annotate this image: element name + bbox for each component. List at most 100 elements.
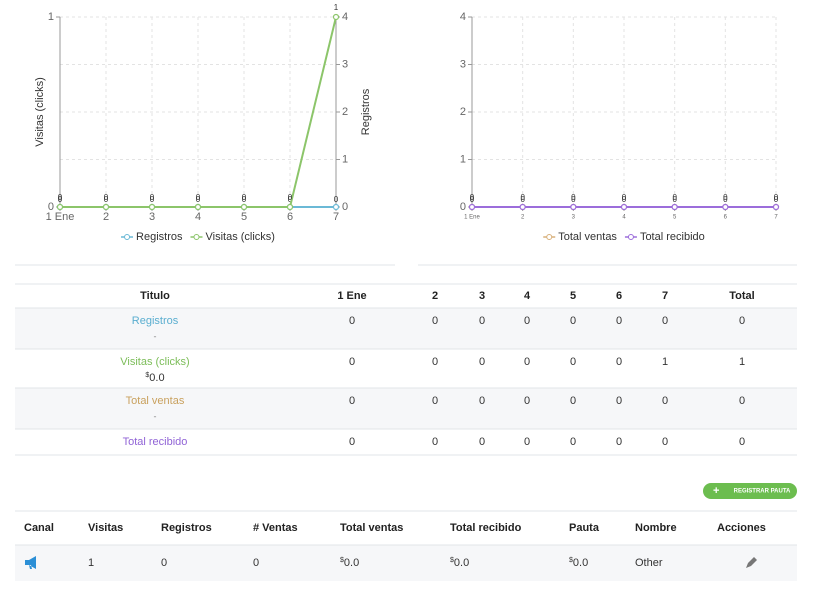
legend-marker (546, 234, 553, 240)
data-label: 0 (672, 195, 677, 204)
cell: 0 (524, 436, 530, 448)
cell: 0 (616, 395, 622, 407)
x-tick-label: 5 (673, 215, 677, 221)
x-tick-label: 2 (521, 215, 525, 221)
data-point (570, 203, 577, 211)
column-header: 6 (616, 290, 622, 302)
column-header: Pauta (569, 522, 600, 534)
cell: 0 (524, 395, 530, 407)
data-label: 1 (334, 3, 339, 12)
x-tick-label: 3 (572, 215, 576, 221)
data-label: 0 (470, 193, 475, 202)
register-button[interactable] (703, 483, 797, 499)
x-tick-label: 6 (724, 215, 728, 221)
legend: Total ventas Total recibido (543, 231, 705, 243)
money: $0.0 (569, 557, 588, 569)
cell: 1 (88, 557, 94, 569)
currency: $ (450, 557, 454, 564)
cell: 0 (161, 557, 167, 569)
x-tick-label: 7 (333, 211, 339, 223)
data-label: 0 (571, 195, 576, 204)
column-header: Total (729, 290, 754, 302)
data-label: 0 (58, 193, 63, 202)
money: $0.0 (340, 557, 359, 569)
cell: 0 (479, 395, 485, 407)
amount: 0.0 (454, 557, 469, 569)
data-label: 0 (622, 193, 627, 202)
column-header: Registros (161, 522, 212, 534)
cell: 0 (570, 315, 576, 327)
data-point (332, 203, 340, 211)
legend-label: Visitas (clicks) (205, 231, 274, 243)
money: $0.0 (450, 557, 469, 569)
cell: 0 (432, 315, 438, 327)
data-label: 0 (672, 193, 677, 202)
row-note: - (154, 411, 157, 421)
cell: 0 (253, 557, 259, 569)
column-header: Acciones (717, 522, 766, 534)
row-bg (15, 429, 797, 455)
cell: 0 (349, 315, 355, 327)
y-tick-label: 0 (460, 201, 466, 213)
legend-label: Total recibido (640, 231, 705, 243)
row-title: Total recibido (123, 436, 188, 448)
row-bg (15, 308, 797, 349)
legend-label: Registros (136, 231, 183, 243)
y-tick-label: 0 (48, 201, 54, 213)
cell: 0 (349, 356, 355, 368)
currency: $ (145, 372, 149, 379)
cell: 0 (349, 436, 355, 448)
x-tick-label: 1 Ene (46, 211, 75, 223)
data-label: 0 (520, 195, 525, 204)
cell: 0 (524, 356, 530, 368)
plus-icon: + (713, 485, 719, 497)
y-tick-label: 1 (460, 153, 466, 165)
data-label: 0 (723, 193, 728, 202)
cell: 0 (739, 315, 745, 327)
x-tick-label: 4 (622, 215, 626, 221)
y2-tick-label: 4 (342, 11, 348, 23)
data-point (620, 203, 628, 211)
cell: 0 (739, 395, 745, 407)
data-point (148, 203, 156, 211)
data-label: 0 (104, 193, 109, 202)
y2-tick-label: 0 (342, 201, 348, 213)
data-label: 0 (470, 195, 475, 204)
data-label: 0 (571, 193, 576, 202)
row-title: Total ventas (126, 395, 185, 407)
row-bg (15, 545, 797, 581)
column-header: 3 (479, 290, 485, 302)
legend-marker (124, 234, 131, 240)
legend-label: Total ventas (558, 231, 617, 243)
cell: 0 (479, 436, 485, 448)
column-header: Total ventas (340, 522, 403, 534)
data-point (286, 203, 294, 211)
row-bg (15, 349, 797, 388)
data-point (772, 203, 780, 211)
data-point (102, 203, 110, 211)
currency: $ (569, 557, 573, 564)
cell: 0 (616, 315, 622, 327)
column-header: 7 (662, 290, 668, 302)
x-tick-label: 4 (195, 211, 201, 223)
data-label: 0 (774, 193, 779, 202)
row-title: Visitas (clicks) (120, 356, 189, 368)
data-label: 0 (242, 193, 247, 202)
cell: 0 (479, 315, 485, 327)
x-tick-label: 7 (774, 215, 778, 221)
data-label: 0 (150, 193, 155, 202)
x-tick-label: 2 (103, 211, 109, 223)
cell: 0 (349, 395, 355, 407)
x-tick-label: 1 Ene (464, 215, 480, 221)
edit-icon[interactable] (746, 557, 757, 568)
y2-axis-label: Registros (360, 88, 372, 135)
cell: 0 (570, 436, 576, 448)
data-label: 0 (242, 195, 247, 204)
button-label[interactable]: REGISTRAR PAUTA (734, 489, 791, 495)
cell: 0 (616, 356, 622, 368)
cell: 1 (662, 356, 668, 368)
column-header: Nombre (635, 522, 677, 534)
column-header: 4 (524, 290, 531, 302)
row-title: Registros (132, 315, 179, 327)
